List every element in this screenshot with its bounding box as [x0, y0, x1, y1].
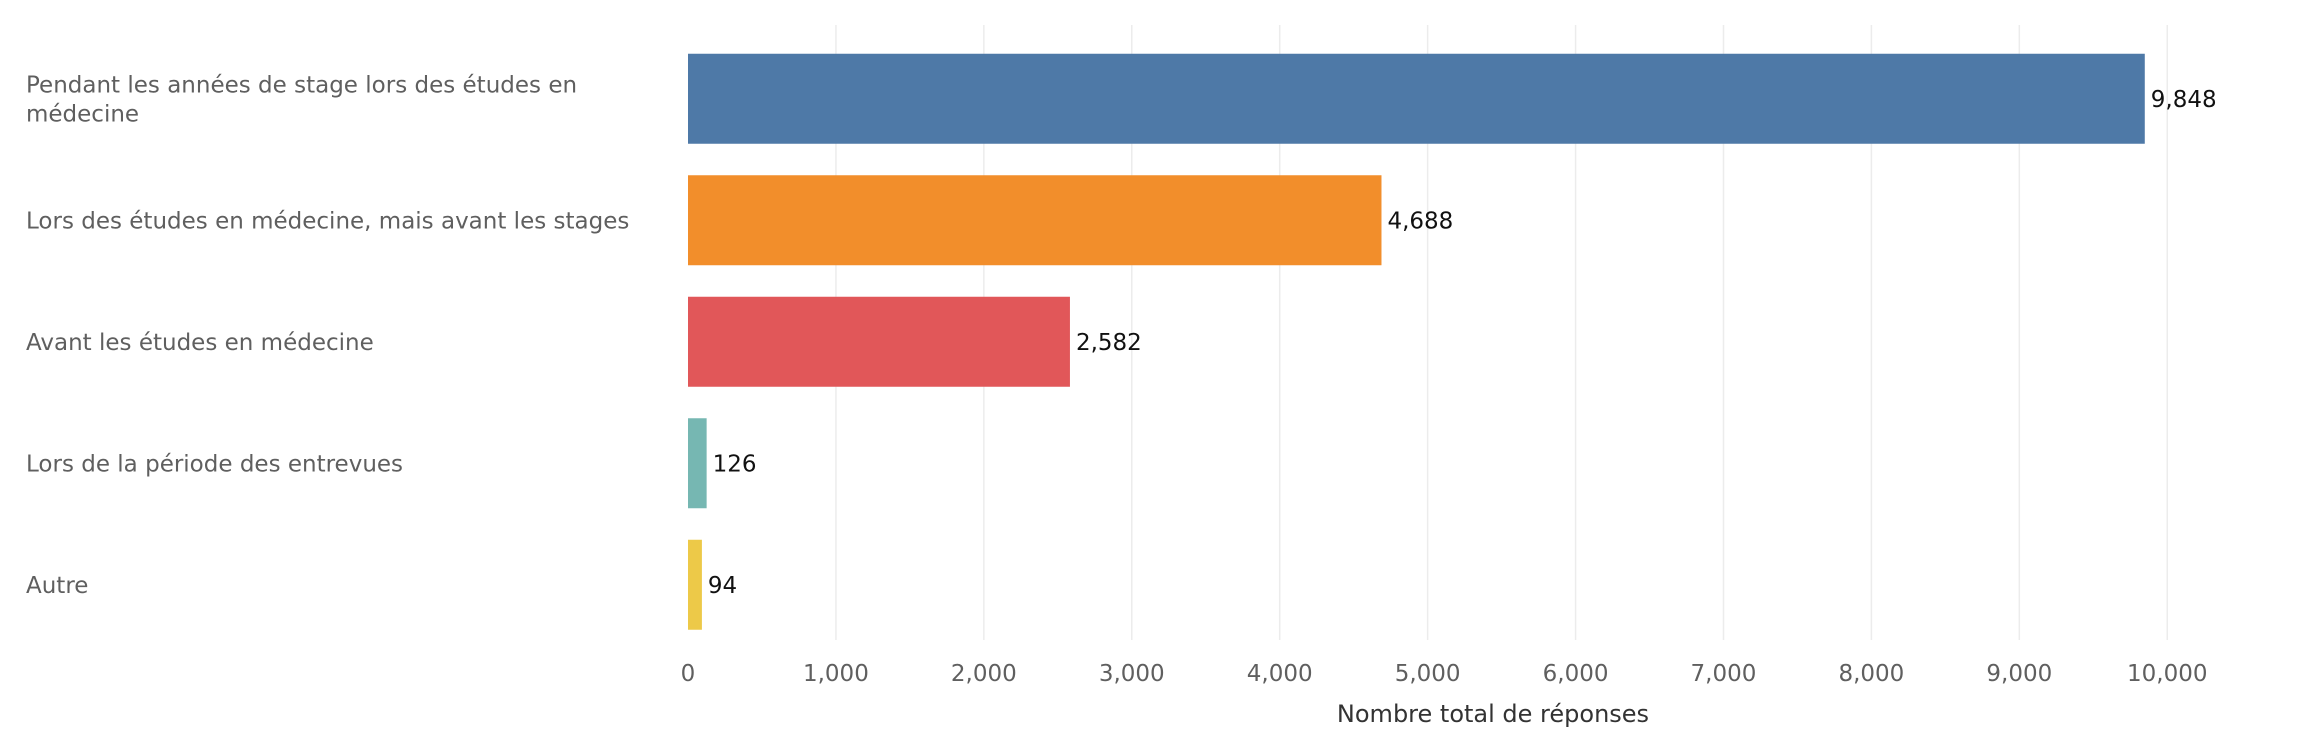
bar	[688, 296, 1070, 387]
bar	[688, 539, 702, 630]
category-label: Autre	[26, 573, 88, 599]
bar-value-label: 94	[708, 573, 737, 599]
x-tick-label: 1,000	[803, 661, 869, 687]
category-labels: Pendant les années de stage lors des étu…	[26, 72, 629, 599]
x-tick-label: 8,000	[1838, 661, 1904, 687]
x-tick-label: 10,000	[2127, 661, 2207, 687]
bar	[688, 175, 1382, 266]
x-axis-ticks: 0 1,000 2,000 3,000 4,000 5,000 6,000 7,000 8,00…	[681, 661, 2208, 687]
x-tick-label: 7,000	[1691, 661, 1757, 687]
category-label: Lors de la période des entrevues	[26, 451, 403, 477]
x-tick-label: 5,000	[1395, 661, 1461, 687]
bar-value-label: 2,582	[1076, 330, 1142, 356]
x-axis-title: Nombre total de réponses	[1337, 700, 1649, 728]
x-tick-label: 3,000	[1099, 661, 1165, 687]
bars	[688, 53, 2145, 630]
category-label: Avant les études en médecine	[26, 330, 374, 356]
x-tick-label: 4,000	[1247, 661, 1313, 687]
x-tick-label: 2,000	[951, 661, 1017, 687]
x-tick-label: 6,000	[1543, 661, 1609, 687]
x-tick-label: 9,000	[1986, 661, 2052, 687]
x-tick-label: 0	[681, 661, 696, 687]
bar-value-label: 126	[713, 451, 757, 477]
category-label: Lors des études en médecine, mais avant …	[26, 208, 629, 234]
bar-value-label: 9,848	[2151, 87, 2217, 113]
category-label: Pendant les années de stage lors des étu…	[26, 72, 577, 98]
category-label: médecine	[26, 101, 139, 127]
bar	[688, 53, 2145, 144]
value-labels: 9,848 4,688 2,582 126 94	[708, 87, 2217, 599]
bar	[688, 418, 707, 509]
bar-value-label: 4,688	[1387, 208, 1453, 234]
